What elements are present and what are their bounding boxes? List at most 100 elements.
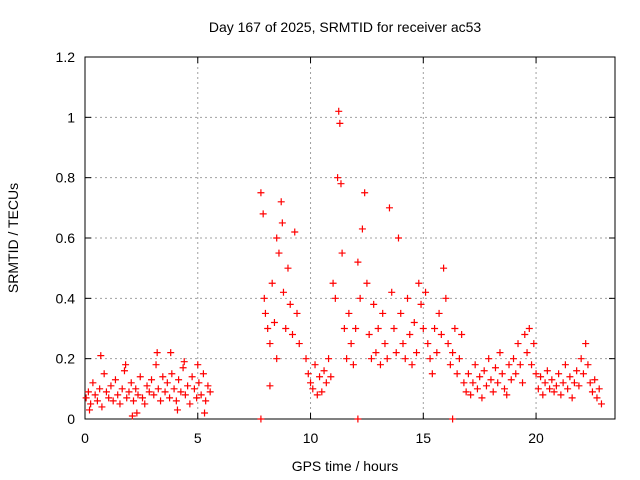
data-point bbox=[343, 355, 351, 363]
data-point bbox=[134, 391, 142, 399]
y-tick-label: 0.6 bbox=[56, 230, 76, 246]
data-point bbox=[397, 309, 405, 317]
data-point bbox=[453, 370, 461, 378]
data-point bbox=[82, 394, 90, 402]
data-point bbox=[166, 394, 174, 402]
data-point bbox=[202, 397, 210, 405]
data-point bbox=[118, 385, 126, 393]
data-point bbox=[116, 400, 124, 408]
data-point bbox=[428, 370, 436, 378]
data-point bbox=[564, 385, 572, 393]
data-point bbox=[419, 325, 427, 332]
data-point bbox=[167, 349, 175, 357]
data-point bbox=[109, 397, 117, 405]
data-point bbox=[329, 279, 337, 287]
data-point bbox=[471, 361, 479, 369]
data-point bbox=[199, 370, 207, 378]
data-point bbox=[388, 288, 396, 296]
data-point bbox=[270, 318, 278, 326]
data-point bbox=[264, 325, 272, 332]
data-point bbox=[96, 385, 104, 393]
data-point bbox=[157, 397, 165, 405]
data-point bbox=[139, 394, 147, 402]
data-point bbox=[161, 388, 169, 396]
data-point bbox=[114, 391, 122, 399]
data-point bbox=[278, 219, 286, 227]
data-point bbox=[370, 300, 378, 308]
data-point bbox=[385, 204, 393, 212]
data-point bbox=[473, 385, 481, 393]
data-point bbox=[575, 382, 583, 390]
data-point bbox=[282, 325, 290, 332]
data-point bbox=[284, 264, 292, 272]
data-point bbox=[311, 361, 319, 369]
data-point bbox=[546, 385, 554, 393]
data-point bbox=[422, 288, 430, 296]
data-point bbox=[372, 349, 380, 357]
data-point bbox=[401, 355, 409, 363]
data-point bbox=[313, 391, 321, 399]
data-point bbox=[489, 388, 497, 396]
data-point bbox=[500, 385, 508, 393]
data-point bbox=[181, 391, 189, 399]
data-point bbox=[141, 400, 149, 408]
data-point bbox=[588, 388, 596, 396]
data-point bbox=[338, 249, 346, 257]
data-point bbox=[494, 379, 502, 387]
data-point bbox=[424, 340, 432, 348]
data-point bbox=[455, 355, 463, 363]
data-point bbox=[190, 385, 198, 393]
data-point bbox=[125, 388, 133, 396]
data-point bbox=[460, 379, 468, 387]
data-point bbox=[383, 355, 391, 363]
y-tick-label: 1.2 bbox=[56, 49, 76, 65]
data-point bbox=[334, 174, 342, 182]
data-point bbox=[543, 367, 551, 375]
y-tick-label: 0.2 bbox=[56, 351, 76, 367]
data-point bbox=[577, 355, 585, 363]
data-point bbox=[521, 331, 529, 339]
data-point bbox=[557, 391, 565, 399]
data-point bbox=[302, 355, 310, 363]
data-point bbox=[84, 388, 92, 396]
data-point bbox=[143, 382, 151, 390]
data-point bbox=[127, 379, 135, 387]
data-point bbox=[259, 210, 267, 218]
data-point bbox=[107, 382, 115, 390]
data-point bbox=[442, 294, 450, 302]
data-point bbox=[559, 379, 567, 387]
data-point bbox=[591, 376, 599, 384]
data-point bbox=[519, 379, 527, 387]
data-point bbox=[537, 373, 545, 381]
data-point bbox=[541, 379, 549, 387]
data-point bbox=[325, 355, 333, 363]
data-point bbox=[152, 361, 160, 369]
data-point bbox=[505, 361, 513, 369]
data-point bbox=[586, 379, 594, 387]
data-point bbox=[550, 388, 558, 396]
data-point bbox=[552, 382, 560, 390]
data-point bbox=[561, 361, 569, 369]
data-point bbox=[482, 382, 490, 390]
y-axis-label: SRMTID / TECUs bbox=[5, 183, 21, 293]
data-point bbox=[496, 349, 504, 357]
data-point bbox=[367, 355, 375, 363]
data-point bbox=[204, 382, 212, 390]
data-point bbox=[206, 388, 214, 396]
data-point bbox=[530, 340, 538, 348]
data-point bbox=[173, 406, 181, 414]
data-point bbox=[93, 397, 101, 405]
data-point bbox=[573, 367, 581, 375]
data-point bbox=[266, 382, 274, 390]
data-point bbox=[433, 349, 441, 357]
data-point bbox=[446, 361, 454, 369]
data-point bbox=[172, 397, 180, 405]
x-tick-label: 5 bbox=[194, 430, 202, 446]
data-point bbox=[295, 340, 303, 348]
data-point bbox=[261, 309, 269, 317]
data-point bbox=[277, 198, 285, 206]
data-point bbox=[197, 391, 205, 399]
data-point bbox=[175, 376, 183, 384]
data-point bbox=[288, 331, 296, 339]
data-point bbox=[449, 415, 457, 423]
